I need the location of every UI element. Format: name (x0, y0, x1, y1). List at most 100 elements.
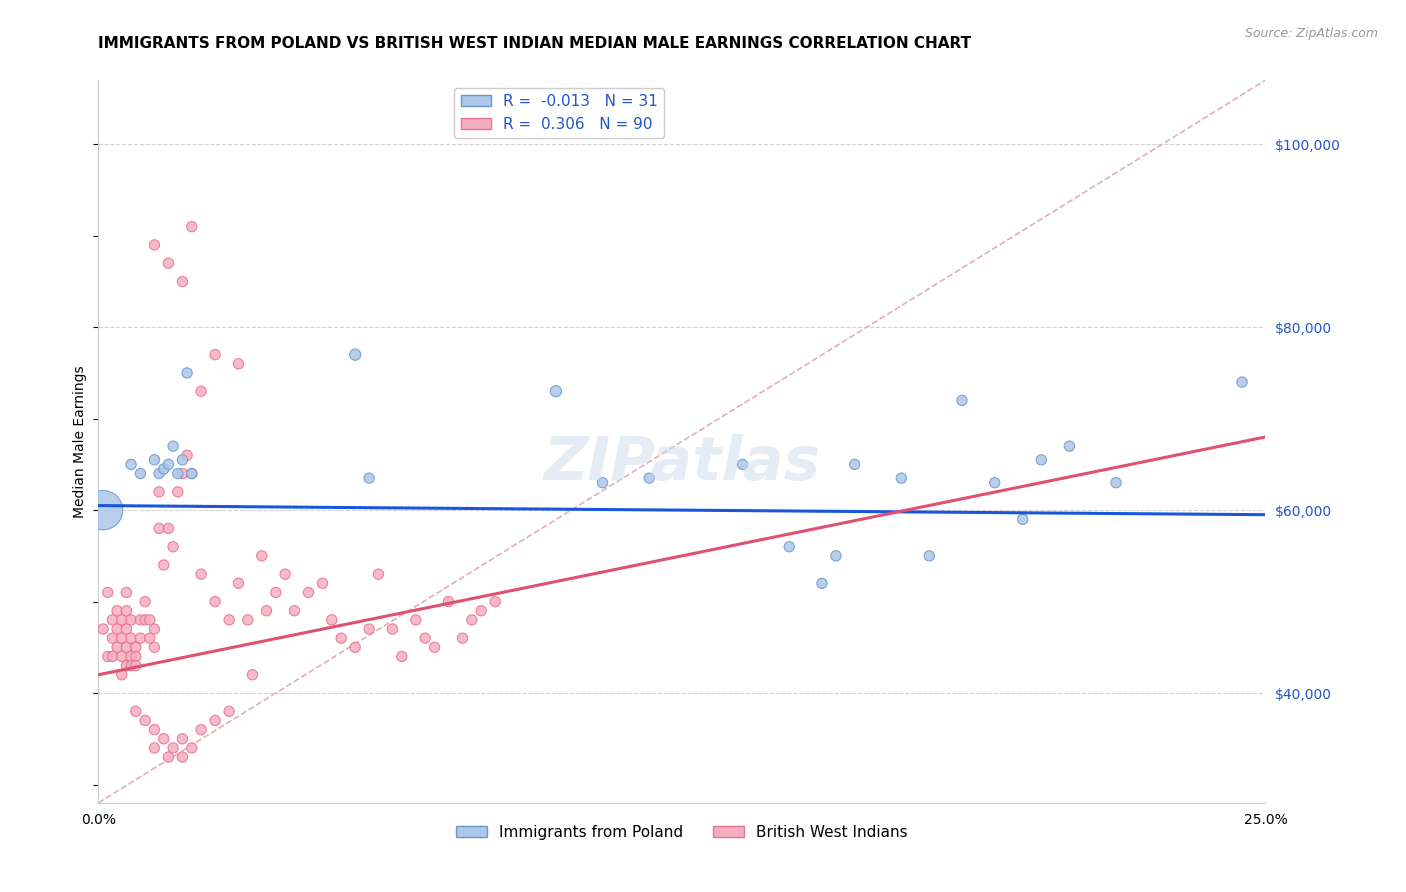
Point (180, 219, 202, 234)
Point (162, 439, 184, 453)
Point (115, 658, 138, 673)
Point (143, 238, 166, 252)
Point (101, 631, 124, 645)
Point (115, 640, 138, 655)
Point (139, 613, 162, 627)
Point (297, 585, 319, 599)
Point (172, 453, 194, 467)
Point (125, 640, 148, 655)
Point (437, 594, 460, 608)
Point (204, 714, 226, 728)
Point (125, 704, 148, 718)
Point (731, 458, 754, 472)
Point (413, 631, 436, 645)
Point (359, 471, 381, 485)
Point (97, 585, 120, 599)
Point (1011, 512, 1033, 526)
Point (918, 549, 941, 563)
Point (321, 613, 343, 627)
Point (190, 567, 212, 582)
Point (129, 631, 152, 645)
Point (162, 540, 184, 554)
Point (180, 467, 202, 481)
Point (983, 475, 1005, 490)
Point (134, 594, 156, 608)
Point (120, 658, 142, 673)
Point (91, 503, 114, 517)
Point (148, 521, 170, 535)
Point (105, 604, 128, 618)
Point (129, 613, 152, 627)
Point (105, 640, 128, 655)
Point (176, 448, 198, 462)
Point (157, 458, 180, 472)
Point (120, 631, 142, 645)
Point (125, 649, 148, 664)
Point (157, 521, 180, 535)
Point (344, 640, 367, 655)
Point (111, 649, 134, 664)
Point (890, 471, 912, 485)
Point (204, 348, 226, 362)
Point (162, 740, 184, 755)
Point (950, 393, 973, 408)
Point (157, 256, 180, 270)
Point (405, 613, 427, 627)
Point (190, 384, 212, 399)
Point (129, 467, 152, 481)
Point (1059, 439, 1081, 453)
Point (367, 567, 389, 582)
Point (166, 467, 188, 481)
Point (166, 484, 188, 499)
Point (228, 357, 250, 371)
Point (264, 585, 287, 599)
Point (101, 613, 124, 627)
Point (143, 453, 166, 467)
Point (844, 458, 866, 472)
Point (218, 704, 240, 718)
Point (1031, 453, 1053, 467)
Point (180, 740, 202, 755)
Point (381, 622, 404, 636)
Point (451, 631, 474, 645)
Point (143, 740, 166, 755)
Point (157, 750, 180, 764)
Point (120, 458, 142, 472)
Point (311, 576, 333, 591)
Point (115, 622, 138, 636)
Point (152, 558, 174, 572)
Point (330, 631, 353, 645)
Point (105, 622, 128, 636)
Point (143, 622, 166, 636)
Point (470, 604, 492, 618)
Point (120, 613, 142, 627)
Point (256, 604, 278, 618)
Point (283, 604, 305, 618)
Point (143, 640, 166, 655)
Point (134, 714, 156, 728)
Point (152, 462, 174, 476)
Point (359, 622, 381, 636)
Point (461, 613, 484, 627)
Point (391, 649, 413, 664)
Point (778, 540, 800, 554)
Point (228, 576, 250, 591)
Point (484, 594, 506, 608)
Point (1105, 475, 1128, 490)
Point (91, 622, 114, 636)
Point (134, 613, 156, 627)
Point (143, 723, 166, 737)
Point (204, 594, 226, 608)
Point (592, 475, 614, 490)
Point (148, 484, 170, 499)
Legend: Immigrants from Poland, British West Indians: Immigrants from Poland, British West Ind… (450, 819, 914, 846)
Point (115, 585, 138, 599)
Text: IMMIGRANTS FROM POLAND VS BRITISH WEST INDIAN MEDIAN MALE EARNINGS CORRELATION C: IMMIGRANTS FROM POLAND VS BRITISH WEST I… (98, 36, 972, 51)
Point (148, 467, 170, 481)
Point (242, 667, 264, 681)
Point (172, 750, 194, 764)
Point (176, 366, 198, 380)
Point (101, 649, 124, 664)
Text: Source: ZipAtlas.com: Source: ZipAtlas.com (1244, 27, 1378, 40)
Point (172, 467, 194, 481)
